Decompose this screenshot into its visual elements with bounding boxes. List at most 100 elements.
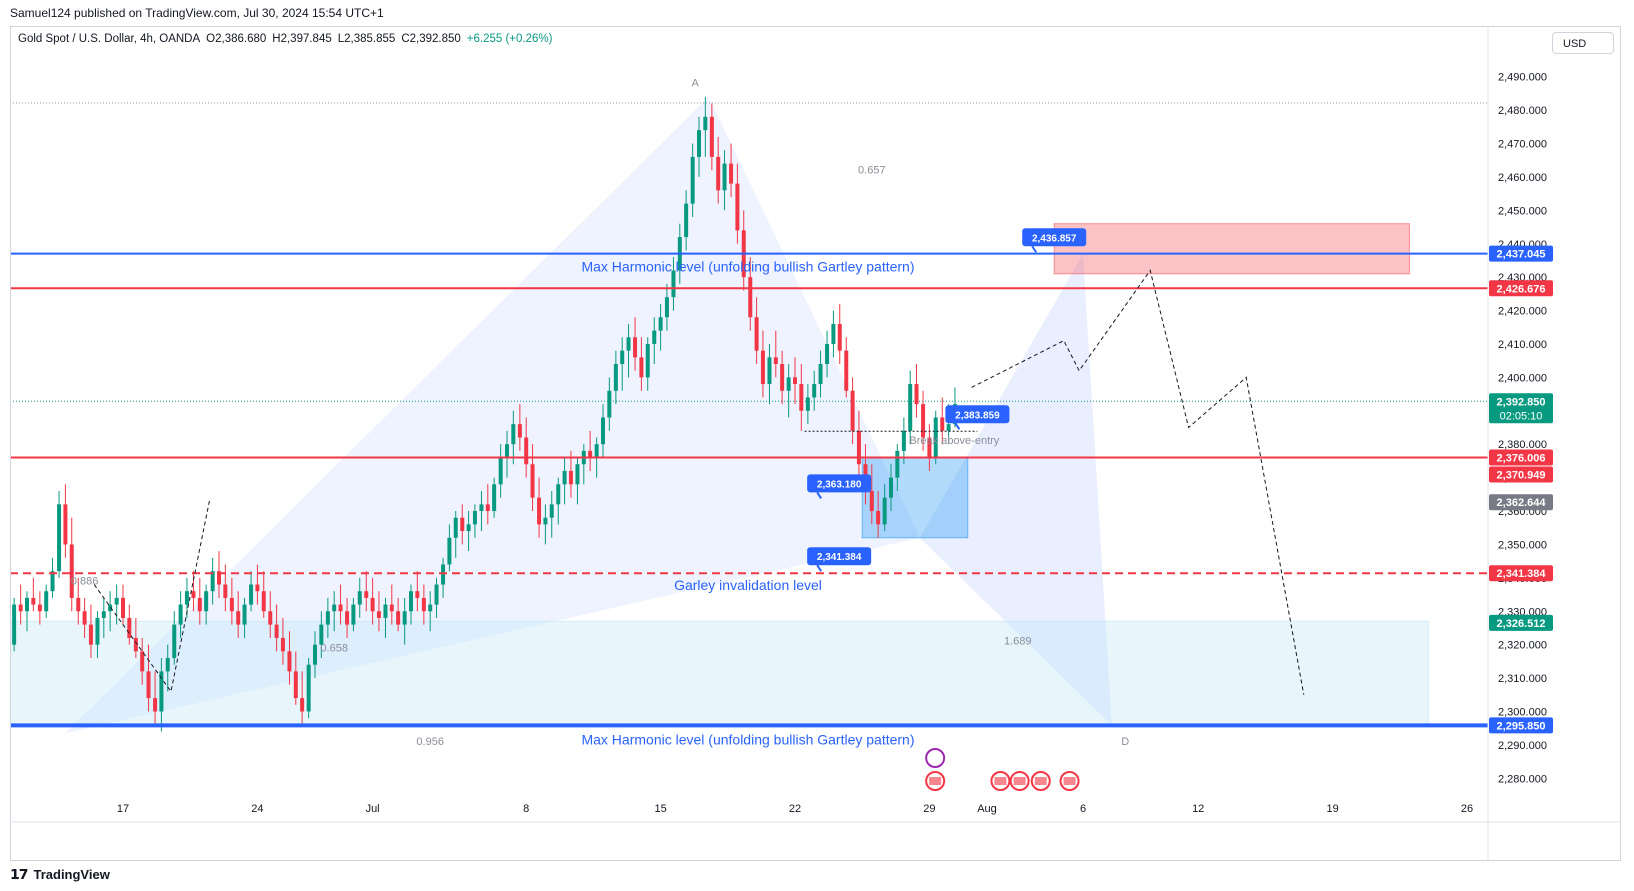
price-tick-label: 2,290.000 bbox=[1498, 740, 1547, 752]
candle-body bbox=[767, 357, 772, 385]
callout-pointer bbox=[816, 491, 822, 499]
price-tag-label: 2,362.644 bbox=[1497, 497, 1547, 509]
candle-body bbox=[837, 323, 842, 351]
candle-body bbox=[364, 591, 369, 598]
candle-body bbox=[153, 698, 158, 712]
candle-body bbox=[95, 617, 100, 645]
ohlc-high: H2,397.845 bbox=[272, 33, 332, 45]
candle-body bbox=[671, 270, 676, 298]
candle-body bbox=[44, 591, 49, 612]
tradingview-footer[interactable]: 𝟭𝟳 TradingView bbox=[10, 866, 110, 883]
time-tick-label: 12 bbox=[1192, 803, 1204, 815]
candle-body bbox=[319, 624, 324, 645]
price-tag-label: 2,426.676 bbox=[1497, 283, 1546, 295]
zone-box bbox=[11, 620, 1430, 726]
candle-body bbox=[850, 390, 855, 431]
candle-body bbox=[63, 504, 68, 545]
time-tick-label: 6 bbox=[1080, 803, 1086, 815]
candle-body bbox=[588, 450, 593, 458]
candle-body bbox=[505, 444, 509, 458]
candle-body bbox=[306, 664, 311, 712]
annotation-label: A bbox=[691, 78, 699, 90]
candle-body bbox=[114, 597, 119, 605]
callout-box bbox=[807, 474, 872, 493]
candle-body bbox=[914, 384, 919, 405]
symbol-name[interactable]: Gold Spot / U.S. Dollar, 4h, OANDA bbox=[18, 33, 201, 45]
callout-box bbox=[1022, 228, 1087, 247]
candle-body bbox=[543, 517, 548, 525]
ohlc-open: O2,386.680 bbox=[206, 33, 267, 45]
candle-body bbox=[421, 597, 426, 612]
price-tag-label: 2,341.384 bbox=[1497, 568, 1547, 580]
time-tick-label: 17 bbox=[117, 803, 129, 815]
candle-body bbox=[620, 350, 625, 365]
price-tag-label: 2,437.045 bbox=[1497, 249, 1546, 261]
candle-body bbox=[345, 611, 350, 625]
candle-body bbox=[562, 470, 567, 485]
candle-body bbox=[172, 624, 177, 659]
price-tick-label: 2,400.000 bbox=[1498, 372, 1547, 384]
price-tag-box bbox=[1489, 393, 1553, 424]
us-flag-stripe-icon bbox=[1034, 777, 1047, 785]
price-tag-label: 2,295.850 bbox=[1497, 720, 1546, 732]
currency-button[interactable]: USD bbox=[1552, 32, 1614, 54]
candle-body bbox=[793, 377, 797, 385]
candle-body bbox=[812, 384, 817, 398]
time-tick-label: 24 bbox=[251, 803, 263, 815]
candle-body bbox=[498, 457, 503, 485]
us-flag-stripe-icon bbox=[1063, 777, 1076, 785]
candle-body bbox=[895, 450, 900, 478]
chart-frame bbox=[10, 26, 1621, 861]
annotation-label: 0.658 bbox=[320, 642, 348, 654]
candle-body bbox=[12, 604, 17, 645]
candle-body bbox=[159, 671, 164, 712]
callout-box bbox=[807, 547, 872, 566]
price-tick-label: 2,310.000 bbox=[1498, 673, 1547, 685]
tradingview-logo-icon: 𝟭𝟳 bbox=[10, 866, 29, 882]
candle-body bbox=[229, 597, 234, 612]
candle-body bbox=[492, 484, 497, 512]
candle-body bbox=[31, 597, 36, 605]
candle-body bbox=[901, 430, 906, 451]
max-harmonic-label-top: Max Harmonic level (unfolding bullish Ga… bbox=[581, 259, 914, 275]
candle-body bbox=[210, 571, 215, 592]
plot-area: Max Harmonic level (unfolding bullish Ga… bbox=[11, 78, 1488, 791]
candle-body bbox=[511, 424, 516, 445]
price-axis: 2,490.000 2,480.000 2,470.000 2,460.000 2,45… bbox=[1489, 72, 1553, 785]
candle-body bbox=[645, 343, 650, 378]
invalidation-label: Garley invalidation level bbox=[674, 577, 822, 593]
us-flag-stripe-icon bbox=[929, 777, 942, 785]
candle-body bbox=[242, 604, 247, 625]
callout-label: 2,363.180 bbox=[817, 479, 862, 490]
candle-body bbox=[274, 624, 279, 638]
price-tag-label: 2,326.512 bbox=[1497, 618, 1546, 630]
candle-body bbox=[933, 417, 938, 458]
candle-body bbox=[652, 330, 657, 344]
candle-body bbox=[357, 591, 362, 605]
price-tick-label: 2,280.000 bbox=[1498, 773, 1547, 785]
time-tick-label: Aug bbox=[977, 803, 997, 815]
candle-body bbox=[690, 156, 695, 204]
candle-body bbox=[556, 484, 561, 505]
candle-body bbox=[799, 384, 804, 411]
candle-body bbox=[908, 384, 913, 431]
candle-body bbox=[249, 584, 254, 605]
price-tag-box bbox=[1489, 494, 1553, 511]
price-change: +6.255 (+0.26%) bbox=[466, 33, 553, 45]
candle-body bbox=[940, 417, 945, 431]
ohlc-low: L2,385.855 bbox=[337, 33, 396, 45]
callout-label: 2,436.857 bbox=[1032, 233, 1077, 244]
time-axis: 17 24 Jul 8 15 22 29 Aug 6 12 19 26 bbox=[10, 27, 1621, 860]
candle-body bbox=[370, 597, 375, 612]
candle-body bbox=[479, 504, 484, 512]
candle-body bbox=[396, 611, 401, 625]
candle-body bbox=[197, 597, 202, 612]
price-tick-label: 2,490.000 bbox=[1498, 72, 1547, 84]
callout-label: 2,383.859 bbox=[955, 410, 1000, 421]
candle-body bbox=[383, 604, 388, 618]
candle-body bbox=[255, 584, 260, 592]
price-tick-label: 2,480.000 bbox=[1498, 105, 1547, 117]
footer-brand: TradingView bbox=[33, 867, 110, 882]
gartley-bcd-triangle bbox=[919, 253, 1112, 726]
